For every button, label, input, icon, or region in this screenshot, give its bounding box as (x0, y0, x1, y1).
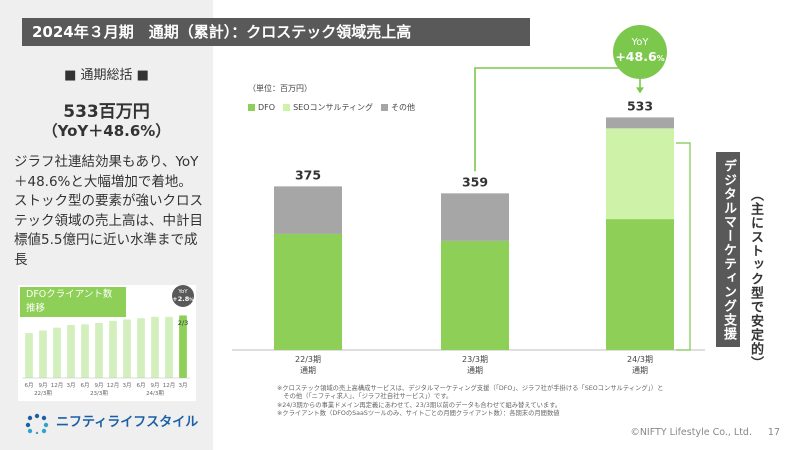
bar-dfo-1 (274, 233, 342, 350)
mini-bar-1 (25, 333, 33, 378)
bar-other-2 (441, 193, 509, 241)
mini-month-label-9: 6月 (137, 382, 146, 389)
x-tick-label-2: 23/3期 (462, 355, 488, 364)
footnote-1: ※クロステック領域の売上高構成サービスは、デジタルマーケティング支援（「DFO」… (277, 385, 664, 392)
mini-bar-9 (137, 318, 145, 378)
summary-body: ジラフ社連結効果もあり、YoY＋48.6%と大幅増加で着地。ストック型の要素が強… (14, 154, 203, 268)
legend-item-other: その他 (381, 102, 415, 113)
footnotes: ※クロステック領域の売上高構成サービスは、デジタルマーケティング支援（「DFO」… (277, 385, 717, 419)
mini-bar-5 (81, 324, 89, 378)
unit-label: （単位：百万円） (248, 84, 312, 93)
footnote-2: その他（「ニフティ求人」、「ジラフ社自社サービス」）です。 (277, 393, 453, 401)
mini-bar-2 (39, 330, 47, 378)
legend-item-dfo: DFO (248, 103, 275, 112)
mini-month-label-7: 12月 (107, 382, 120, 389)
mini-year-label-1: 22/3期 (34, 390, 52, 397)
footer-copyright: ©NIFTY Lifestyle Co., Ltd. (630, 427, 752, 438)
mini-bar-11 (165, 316, 173, 378)
legend-item-seo: SEOコンサルティング (283, 102, 373, 113)
mini-chart-title: DFOクライアント数 推移 (20, 287, 126, 317)
mini-month-label-12: 3月 (179, 382, 188, 389)
legend-swatch-dfo (248, 104, 255, 111)
mini-month-label-11: 12月 (163, 382, 176, 389)
page-title: 2024年３月期 通期（累計）：クロステック領域売上高 (22, 18, 530, 46)
mini-bar-12 (179, 315, 187, 378)
mini-month-label-8: 3月 (123, 382, 132, 389)
mini-yoy-label: YoY (177, 289, 188, 295)
x-tick-label-3: 24/3期 (627, 355, 653, 364)
mini-month-label-10: 9月 (151, 382, 160, 389)
legend-swatch-seo (283, 104, 291, 111)
brand-mark-icon (25, 413, 49, 434)
legend-label-dfo: DFO (258, 103, 276, 112)
mini-month-label-5: 6月 (81, 382, 90, 389)
mini-chart-title-line1: DFOクライアント数 (26, 289, 113, 300)
mini-chart-title-line2: 推移 (26, 303, 46, 314)
bar-total-label-3: 533 (627, 98, 653, 113)
x-tick-label-1: 22/3期 (295, 355, 321, 364)
legend-swatch-other (381, 104, 389, 111)
side-caption-digital-marketing: デジタルマーケティング支援 (716, 152, 740, 347)
yoy-badge-unit: % (657, 54, 665, 63)
yoy-badge (613, 25, 667, 79)
bar-seo-3 (606, 128, 674, 220)
mini-month-label-2: 9月 (39, 382, 48, 389)
bar-dfo-3 (606, 219, 674, 350)
x-tick-sub-label-1: 通期 (300, 365, 316, 375)
x-tick-sub-label-2: 通期 (467, 365, 483, 375)
mini-month-label-6: 9月 (95, 382, 104, 389)
footnote-3: ※24/3期からの事業ドメイン再定義にあわせて、23/3期以前のデータも合わせて… (277, 401, 562, 409)
mini-bar-10 (151, 316, 159, 378)
bar-dfo-2 (441, 240, 509, 350)
mini-bar-7 (109, 320, 117, 378)
side-caption-stock: （主にストック型で安定的） (748, 188, 763, 370)
mini-month-label-4: 3月 (67, 382, 76, 389)
yoy-badge-label: YoY (630, 37, 649, 48)
legend: DFO SEOコンサルティング その他 (248, 102, 415, 113)
mini-yoy-badge (172, 285, 194, 307)
mini-bar-4 (67, 324, 75, 378)
page-number: 17 (767, 427, 780, 438)
bracket-line (676, 142, 691, 351)
yoy-connector-line (474, 67, 641, 172)
brand-name: ニフティライフスタイル (56, 415, 199, 430)
yoy-badge-value: +48.6% (615, 49, 664, 64)
bar-other-3 (606, 117, 674, 129)
summary-yoy: （YoY＋48.6%） (42, 122, 171, 140)
footnote-4: ※クライアント数（DFOのSaaSツールのみ、サイトごとの月間クライアント数）：… (277, 410, 560, 418)
summary-heading: ■ 通期総括 ■ (64, 68, 149, 83)
legend-label-seo: SEOコンサルティング (293, 103, 374, 112)
mini-yoy-value: +2.8% (172, 295, 194, 303)
x-tick-sub-label-3: 通期 (632, 365, 648, 375)
bar-other-1 (274, 186, 342, 234)
brand-logo: ニフティライフスタイル (24, 412, 204, 434)
yoy-arrowhead (636, 87, 644, 94)
mini-month-label-1: 6月 (25, 382, 34, 389)
bar-total-label-2: 359 (462, 174, 488, 189)
mini-bar-8 (123, 319, 131, 378)
summary-value: 533百万円 (63, 102, 150, 122)
mini-last-value: 2/3 (178, 319, 188, 327)
mini-year-label-3: 24/3期 (146, 390, 164, 397)
mini-year-label-2: 23/3期 (90, 390, 108, 397)
mini-bar-3 (53, 327, 61, 378)
mini-bar-6 (95, 322, 103, 378)
mini-month-label-3: 12月 (51, 382, 64, 389)
bar-total-label-1: 375 (295, 167, 321, 182)
legend-label-other: その他 (391, 103, 416, 112)
mini-yoy-unit: % (189, 297, 194, 303)
